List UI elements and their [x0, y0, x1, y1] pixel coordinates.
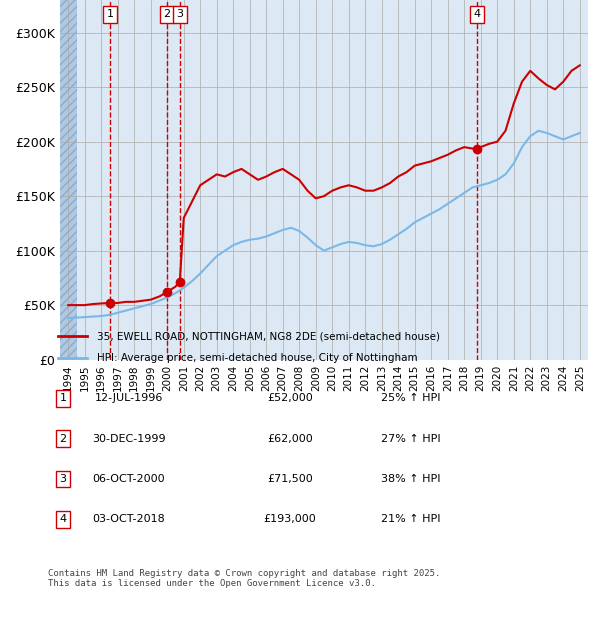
- Text: 4: 4: [59, 514, 67, 524]
- Text: £71,500: £71,500: [267, 474, 313, 484]
- Text: 03-OCT-2018: 03-OCT-2018: [92, 514, 165, 524]
- Text: 30-DEC-1999: 30-DEC-1999: [92, 433, 166, 443]
- Text: £193,000: £193,000: [263, 514, 316, 524]
- Text: 1: 1: [106, 9, 113, 19]
- Text: £52,000: £52,000: [267, 393, 313, 403]
- Text: 2: 2: [164, 9, 170, 19]
- Text: 3: 3: [59, 474, 67, 484]
- Text: 4: 4: [473, 9, 480, 19]
- Text: HPI: Average price, semi-detached house, City of Nottingham: HPI: Average price, semi-detached house,…: [97, 353, 418, 363]
- Text: 3: 3: [176, 9, 183, 19]
- Text: £62,000: £62,000: [267, 433, 313, 443]
- Text: 38% ↑ HPI: 38% ↑ HPI: [381, 474, 440, 484]
- Text: 21% ↑ HPI: 21% ↑ HPI: [381, 514, 440, 524]
- Text: Contains HM Land Registry data © Crown copyright and database right 2025.
This d: Contains HM Land Registry data © Crown c…: [48, 569, 440, 588]
- Text: 2: 2: [59, 433, 67, 443]
- Bar: [60, 0, 77, 360]
- Text: 12-JUL-1996: 12-JUL-1996: [94, 393, 163, 403]
- Text: 35, EWELL ROAD, NOTTINGHAM, NG8 2DE (semi-detached house): 35, EWELL ROAD, NOTTINGHAM, NG8 2DE (sem…: [97, 331, 440, 341]
- Text: 27% ↑ HPI: 27% ↑ HPI: [381, 433, 440, 443]
- Text: 06-OCT-2000: 06-OCT-2000: [92, 474, 165, 484]
- Text: 25% ↑ HPI: 25% ↑ HPI: [381, 393, 440, 403]
- Text: 1: 1: [59, 393, 67, 403]
